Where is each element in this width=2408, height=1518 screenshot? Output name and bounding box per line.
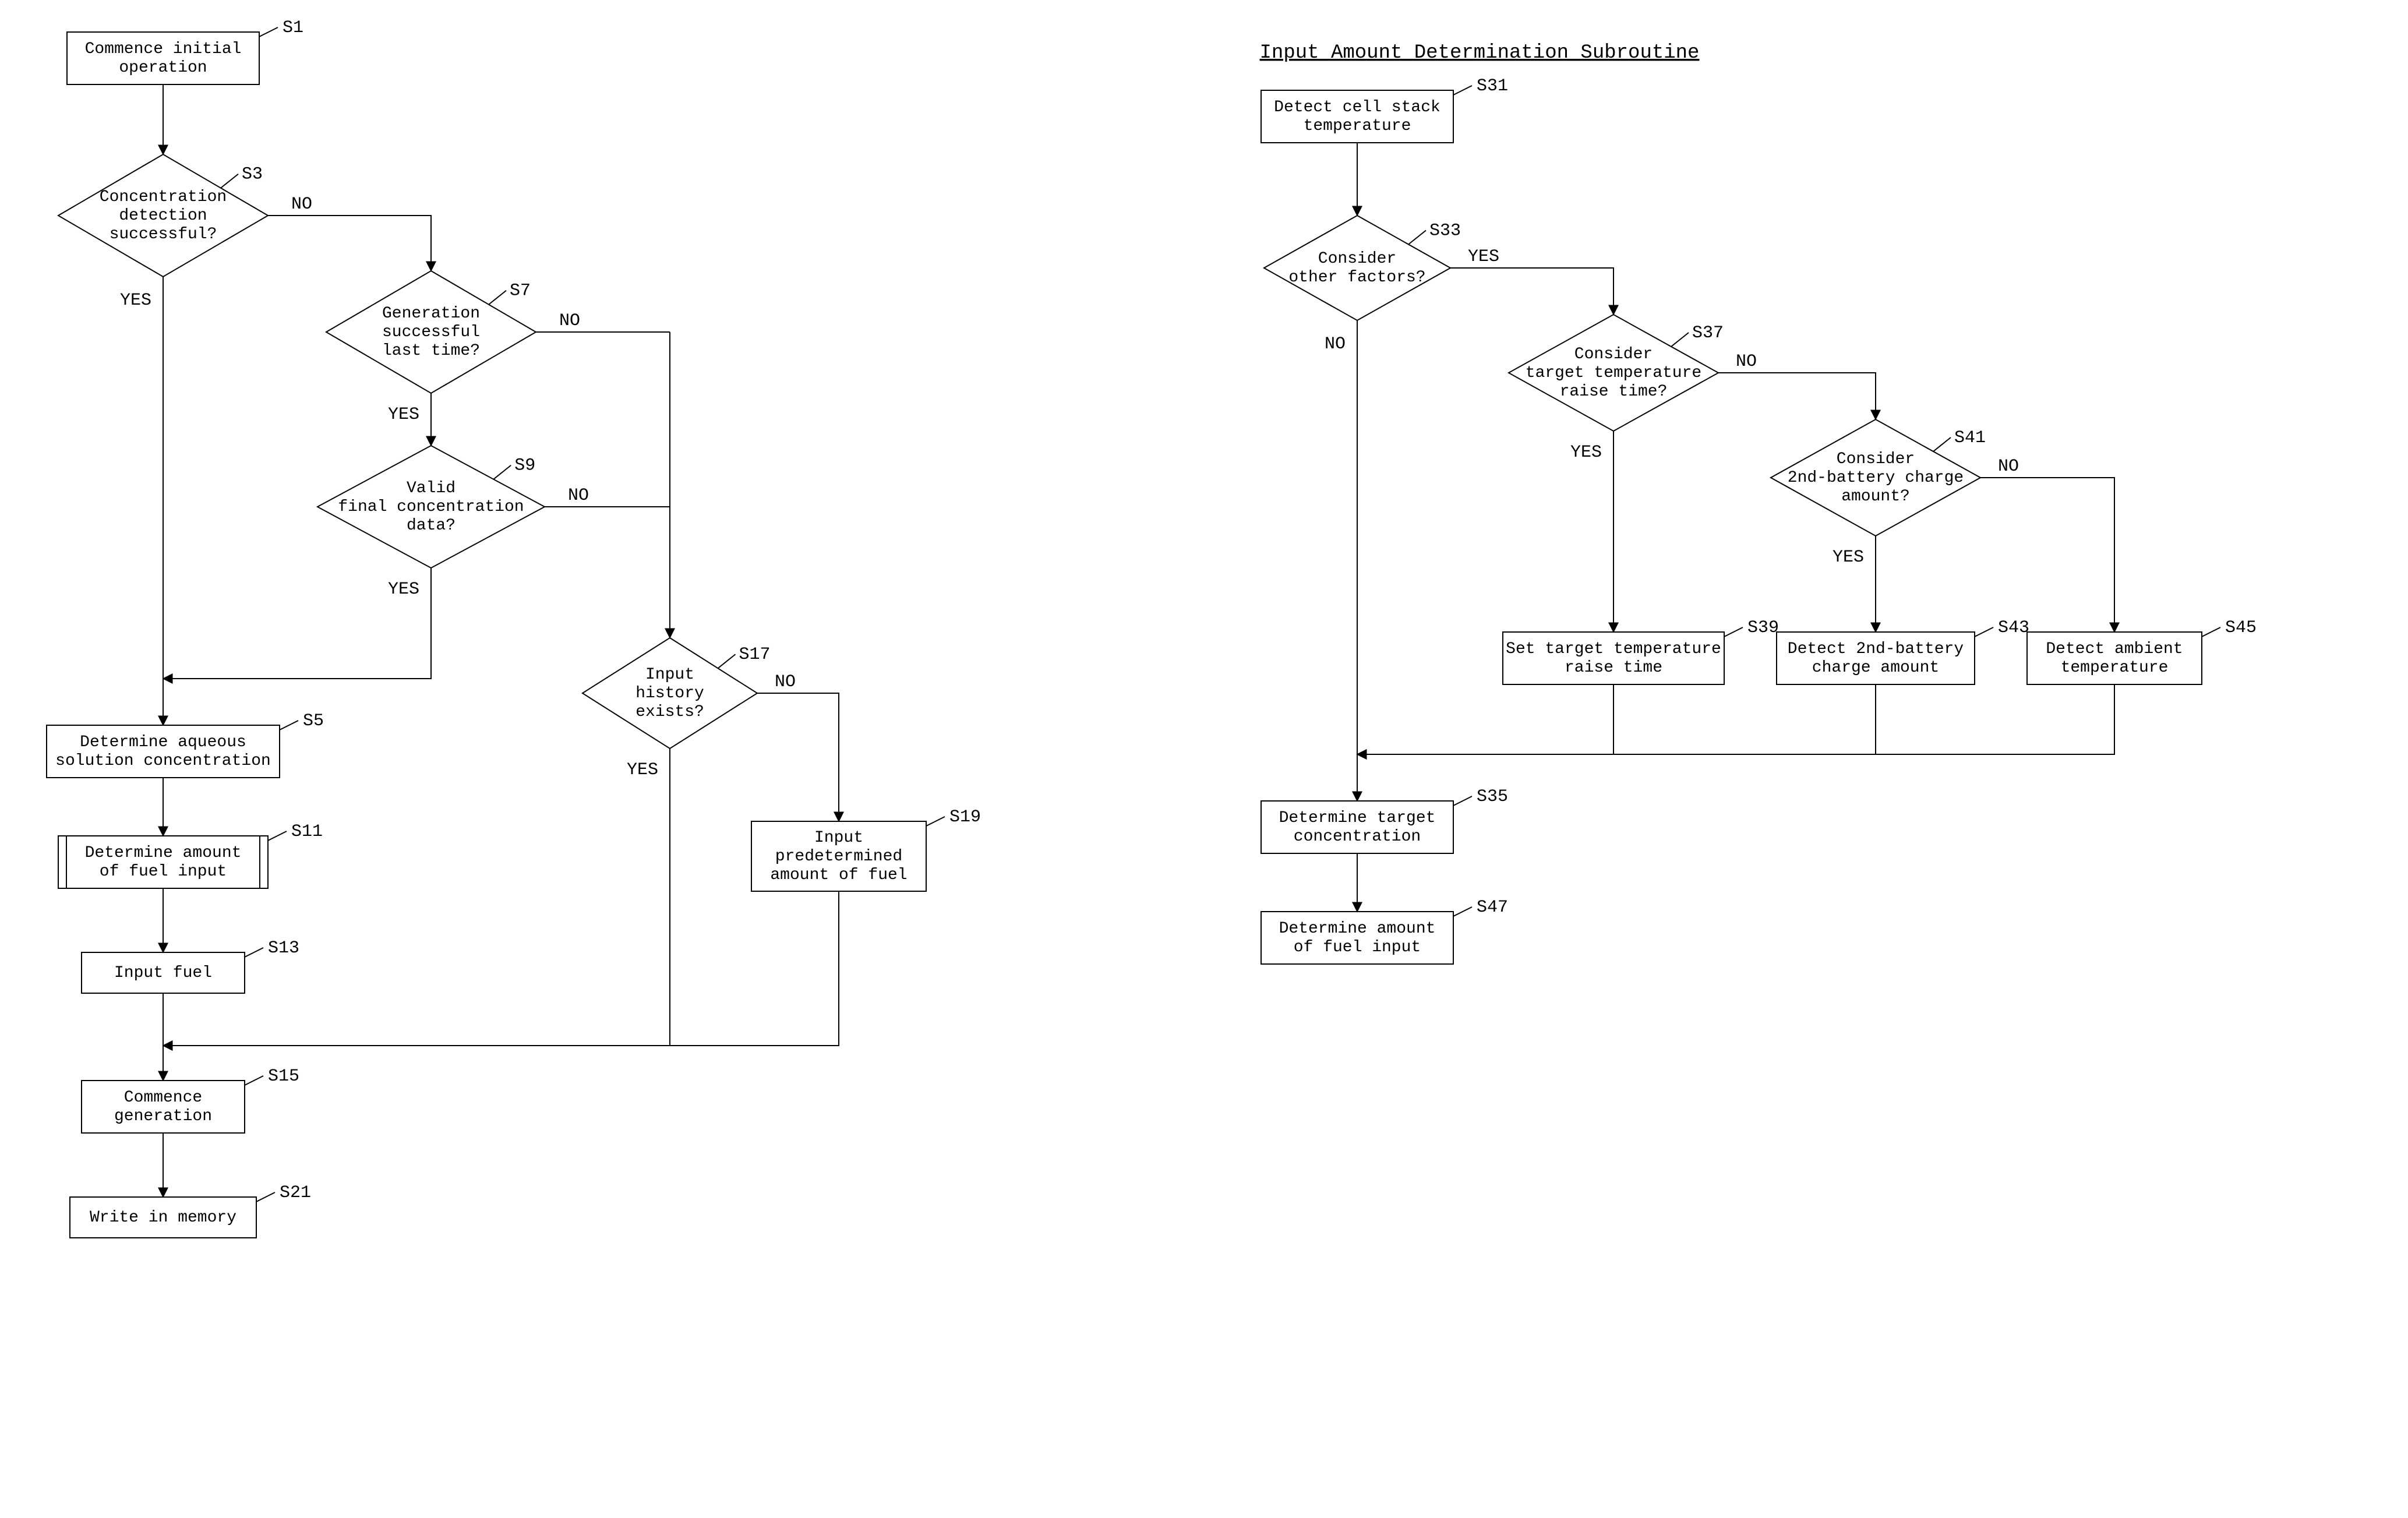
edge	[1357, 684, 2114, 754]
step-label-S19: S19	[949, 807, 981, 827]
step-label-S15: S15	[268, 1067, 299, 1086]
step-label-S11: S11	[291, 822, 323, 842]
step-label-S47: S47	[1477, 898, 1508, 917]
edge-no-S7: NO	[559, 311, 580, 331]
step-label-S35: S35	[1477, 787, 1508, 807]
node-S45-text: Detect ambienttemperature	[2046, 640, 2183, 677]
edge	[1357, 684, 1613, 754]
edge-no-S9: NO	[568, 486, 589, 506]
step-label-S7: S7	[510, 281, 531, 301]
edge-no-S37: NO	[1736, 352, 1757, 372]
node-S7-text: Generationsuccessfullast time?	[382, 305, 480, 360]
step-label-S45: S45	[2225, 618, 2257, 638]
edge-yes-S7: YES	[388, 405, 419, 425]
edge	[1718, 373, 1876, 419]
step-label-S31: S31	[1477, 76, 1508, 96]
node-S43-text: Detect 2nd-batterycharge amount	[1788, 640, 1964, 677]
step-label-S13: S13	[268, 938, 299, 958]
node-S17-text: Inputhistoryexists?	[635, 666, 704, 721]
edge	[1450, 268, 1613, 315]
flowchart-canvas: Commence initialoperationS1Concentration…	[0, 0, 2408, 1518]
edge-yes-S33: YES	[1468, 247, 1499, 267]
node-S21-text: Write in memory	[90, 1209, 236, 1227]
node-S5-text: Determine aqueoussolution concentration	[55, 733, 271, 770]
node-S11-text: Determine amountof fuel input	[85, 844, 242, 881]
edge-no-S33: NO	[1325, 334, 1346, 354]
right-title: Input Amount Determination Subroutine	[1260, 42, 1700, 64]
step-label-S43: S43	[1998, 618, 2029, 638]
step-label-S41: S41	[1954, 428, 1986, 448]
edge	[757, 693, 839, 821]
step-label-S21: S21	[280, 1183, 311, 1203]
edge	[1980, 478, 2114, 632]
step-label-S3: S3	[242, 165, 263, 185]
edge-no-S17: NO	[775, 672, 796, 692]
edge	[1357, 684, 1876, 754]
edge-yes-S3: YES	[120, 291, 151, 310]
edge	[268, 216, 431, 271]
edge-yes-S17: YES	[627, 760, 658, 780]
step-label-S39: S39	[1747, 618, 1779, 638]
node-S15-text: Commencegeneration	[114, 1089, 212, 1125]
edge-no-S41: NO	[1998, 457, 2019, 476]
step-label-S33: S33	[1429, 221, 1461, 241]
step-label-S37: S37	[1692, 323, 1724, 343]
edge-no-S3: NO	[291, 195, 312, 214]
edge-yes-S41: YES	[1833, 548, 1864, 567]
edge	[163, 891, 839, 1046]
step-label-S1: S1	[283, 18, 303, 38]
edge-yes-S9: YES	[388, 580, 419, 599]
step-label-S9: S9	[514, 456, 535, 476]
step-label-S17: S17	[739, 645, 771, 665]
edge-yes-S37: YES	[1570, 443, 1602, 463]
edge	[163, 749, 670, 1046]
node-S13-text: Input fuel	[114, 964, 212, 982]
node-S35-text: Determine targetconcentration	[1279, 809, 1436, 846]
step-label-S5: S5	[303, 711, 324, 731]
node-S47-text: Determine amountof fuel input	[1279, 920, 1436, 956]
